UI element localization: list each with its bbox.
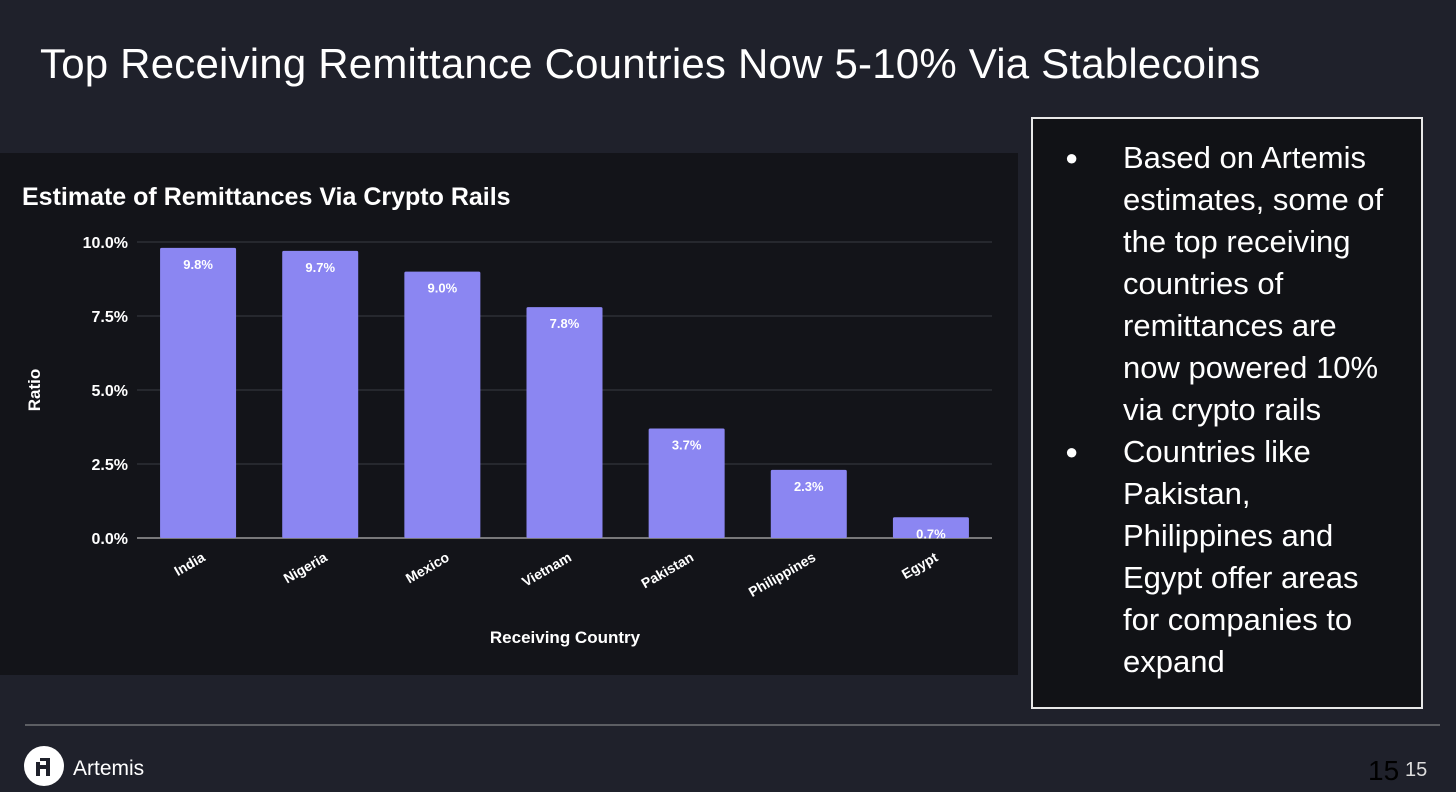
bar-vietnam — [526, 307, 603, 538]
x-tick-label: Mexico — [403, 549, 452, 587]
page-number-small: 15 — [1405, 759, 1428, 781]
data-label: 7.8% — [550, 316, 580, 331]
x-tick-label: Vietnam — [519, 549, 574, 590]
data-label: 2.3% — [794, 479, 824, 494]
bullet-item: Based on Artemis estimates, some of the … — [1065, 137, 1401, 431]
bar-egypt — [892, 517, 969, 538]
artemis-logo-icon — [24, 746, 64, 786]
y-tick-label: 10.0% — [83, 235, 128, 252]
y-tick-label: 7.5% — [92, 309, 128, 326]
bar-chart: 0.0% 2.5% 5.0% 7.5% 10.0% 9.8% India 9.7% Nigeri… — [25, 235, 992, 647]
data-label: 9.7% — [305, 260, 335, 275]
y-tick-label: 2.5% — [92, 457, 128, 474]
y-tick-label: 5.0% — [92, 383, 128, 400]
slide-title: Top Receiving Remittance Countries Now 5… — [40, 40, 1261, 87]
footer-divider — [25, 724, 1440, 726]
y-tick-label: 0.0% — [92, 531, 128, 548]
x-tick-label: Pakistan — [638, 549, 696, 592]
data-label: 9.8% — [183, 257, 213, 272]
x-tick-label: Egypt — [899, 549, 941, 582]
bar-pakistan — [648, 428, 725, 538]
x-tick-label: Philippines — [746, 549, 819, 600]
data-label: 9.0% — [428, 281, 458, 296]
x-tick-label: India — [171, 549, 207, 579]
chart-panel: Estimate of Remittances Via Crypto Rails… — [0, 153, 1018, 675]
notes-box: Based on Artemis estimates, some of the … — [1031, 117, 1423, 709]
x-axis-label: Receiving Country — [490, 628, 641, 647]
bar-philippines — [770, 469, 847, 538]
data-label: 3.7% — [672, 437, 702, 452]
x-tick-label: Nigeria — [281, 549, 330, 587]
bar-nigeria — [282, 250, 359, 538]
bar-india — [160, 247, 237, 539]
bar-mexico — [404, 271, 481, 538]
chart-title: Estimate of Remittances Via Crypto Rails — [22, 183, 511, 211]
bullet-item: Countries like Pakistan, Philippines and… — [1065, 431, 1401, 683]
data-label: 0.7% — [916, 526, 946, 541]
y-axis-label: Ratio — [25, 369, 44, 412]
page-number: 15 — [1368, 755, 1400, 786]
brand-name: Artemis — [73, 757, 145, 780]
